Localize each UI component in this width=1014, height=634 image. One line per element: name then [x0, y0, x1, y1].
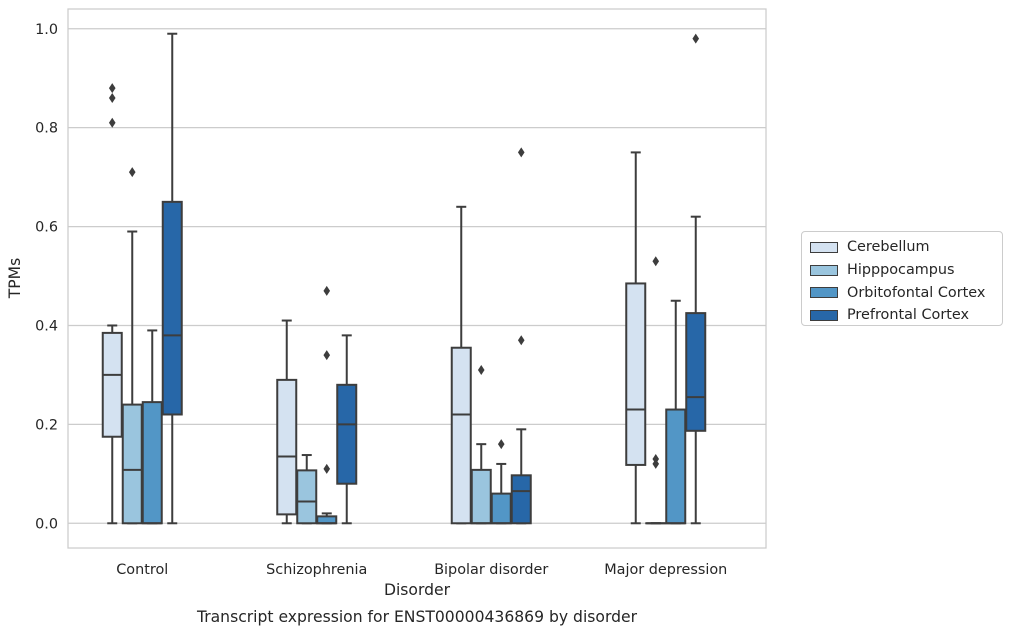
y-axis-title: TPMs — [6, 258, 24, 300]
box-orbitofontal-cortex — [316, 285, 338, 525]
chart-legend: Cerebellum Hipppocampus Orbitofontal Corte… — [801, 231, 1003, 326]
legend-label: Hipppocampus — [847, 262, 955, 279]
box-body — [625, 282, 647, 466]
box-body — [450, 346, 472, 525]
outlier-point — [128, 167, 136, 178]
box-body — [490, 492, 512, 525]
box-orbitofontal-cortex — [665, 299, 687, 525]
legend-swatch — [810, 287, 838, 299]
box-orbitofontal-cortex — [490, 439, 512, 525]
box-hipppocampus — [645, 256, 667, 525]
y-tick-label: 0.0 — [35, 516, 58, 532]
y-tick-label: 0.6 — [35, 220, 58, 236]
box-body — [470, 468, 492, 525]
box-hipppocampus — [470, 364, 492, 525]
y-tick-label: 0.8 — [35, 121, 58, 137]
box-cerebellum — [276, 319, 298, 525]
legend-label: Prefrontal Cortex — [847, 307, 970, 324]
box-body — [141, 401, 163, 525]
outlier-point — [108, 93, 116, 104]
y-tick-label: 1.0 — [35, 22, 58, 38]
y-tick-label: 0.2 — [35, 417, 58, 433]
legend-swatch — [810, 241, 838, 253]
outlier-point — [323, 285, 331, 296]
plot-area-frame — [67, 8, 767, 549]
box-body — [296, 469, 318, 525]
legend-item: Orbitofontal Cortex — [810, 281, 994, 304]
box-cerebellum — [450, 205, 472, 525]
outlier-point — [497, 439, 505, 450]
x-tick-label: Control — [116, 562, 168, 578]
x-tick-label: Bipolar disorder — [434, 562, 548, 578]
y-tick-label: 0.4 — [35, 318, 58, 334]
y-axis-ticks: 0.0 0.2 0.4 0.6 0.8 1.0 — [35, 22, 58, 532]
outlier-point — [108, 83, 116, 94]
box-body — [665, 408, 687, 525]
box-prefrontal-cortex — [336, 334, 358, 525]
legend-item: Hipppocampus — [810, 259, 994, 282]
outlier-point — [108, 117, 116, 128]
outlier-point — [323, 463, 331, 474]
box-orbitofontal-cortex — [141, 329, 163, 525]
x-axis-title: Disorder — [384, 581, 451, 599]
x-tick-label: Schizophrenia — [266, 562, 367, 578]
legend-swatch — [810, 264, 838, 276]
box-prefrontal-cortex — [161, 32, 183, 525]
box-body — [101, 331, 123, 438]
outlier-point — [517, 335, 525, 346]
outlier-point — [652, 453, 660, 464]
outlier-point — [323, 350, 331, 361]
box-prefrontal-cortex — [685, 33, 707, 525]
outlier-point — [692, 33, 700, 44]
box-hipppocampus — [296, 454, 318, 525]
legend-item: Cerebellum — [810, 236, 994, 259]
box-hipppocampus — [121, 167, 143, 525]
x-axis-ticks: Control Schizophrenia Bipolar disorder Majo… — [116, 562, 727, 578]
box-body — [121, 403, 143, 525]
box-body — [161, 200, 183, 416]
box-series-layer — [101, 32, 707, 525]
x-tick-label: Major depression — [604, 562, 727, 578]
box-body — [276, 378, 298, 516]
outlier-point — [517, 147, 525, 158]
box-cerebellum — [625, 151, 647, 525]
box-body — [316, 515, 338, 525]
chart-caption: Transcript expression for ENST0000043686… — [196, 608, 638, 626]
box-body — [510, 474, 532, 525]
box-cerebellum — [101, 83, 123, 525]
box-body — [685, 312, 707, 432]
legend-label: Cerebellum — [847, 239, 930, 256]
outlier-point — [652, 256, 660, 267]
legend-label: Orbitofontal Cortex — [847, 284, 986, 301]
box-prefrontal-cortex — [510, 147, 532, 525]
legend-swatch — [810, 309, 838, 321]
legend-item: Prefrontal Cortex — [810, 304, 994, 327]
box-body — [336, 383, 358, 485]
outlier-point — [477, 364, 485, 375]
